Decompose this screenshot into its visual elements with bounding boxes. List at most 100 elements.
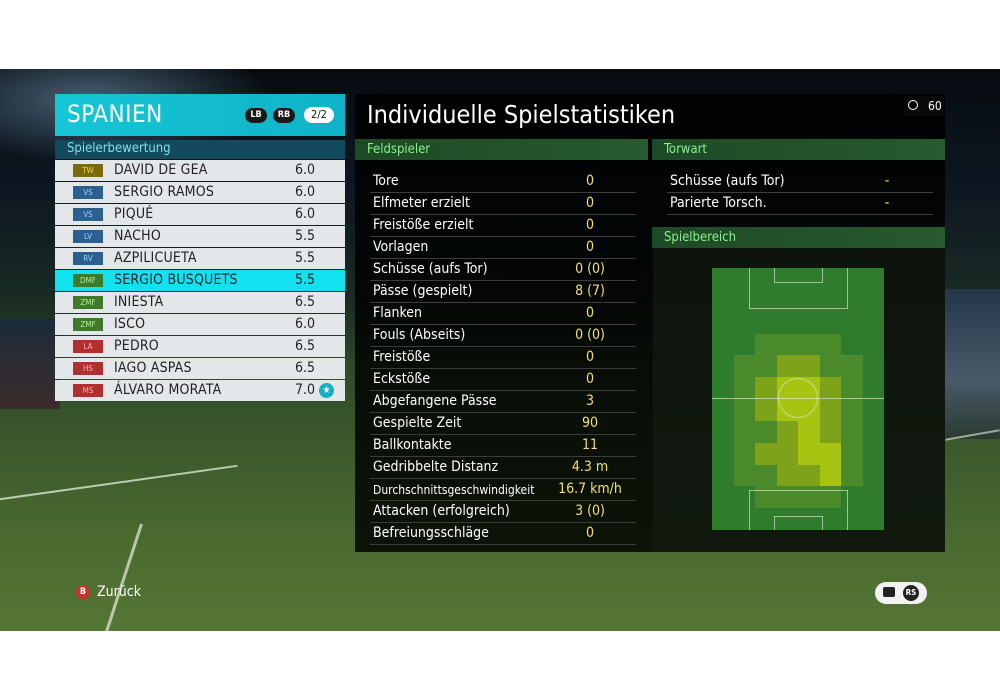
player-row[interactable]: VS PIQUÉ 6.0 — [55, 204, 345, 225]
page-indicator: 2/2 — [304, 107, 334, 123]
player-name: NACHO — [114, 228, 161, 244]
rb-button[interactable]: RB — [273, 108, 295, 123]
heatmap-cell — [798, 268, 820, 291]
team-header: SPANIEN LB RB 2/2 — [55, 94, 345, 136]
player-row[interactable]: ZMF ISCO 6.0 — [55, 314, 345, 335]
pitch-line — [0, 464, 238, 503]
stat-row: Attacken (erfolgreich) 3 (0) — [370, 501, 636, 523]
heatmap-cell — [755, 420, 777, 444]
rating-header: Spielerbewertung — [55, 140, 345, 159]
heatmap-cell — [819, 311, 842, 334]
chat-icon — [883, 587, 895, 597]
heatmap-cell — [862, 355, 884, 378]
stat-row: Gedribbelte Distanz 4.3 m — [370, 457, 636, 479]
clock-icon — [908, 100, 918, 110]
position-badge: DMF — [73, 274, 103, 287]
player-row[interactable]: LA PEDRO 6.5 — [55, 336, 345, 357]
heatmap-cell — [841, 464, 863, 487]
heatmap-cell — [819, 355, 842, 378]
stadium-stand-left — [0, 319, 60, 409]
player-name: IAGO ASPAS — [114, 360, 192, 376]
player-name: SERGIO BUSQUETS — [114, 272, 238, 288]
rating-header-label: Spielerbewertung — [67, 141, 171, 156]
heatmap-cell — [841, 486, 863, 509]
stat-label: Tore — [373, 173, 399, 189]
player-row[interactable]: RV AZPILICUETA 5.5 — [55, 248, 345, 269]
stat-row: Gespielte Zeit 90 — [370, 413, 636, 435]
pitch-marking — [847, 268, 848, 308]
heatmap-cell — [776, 355, 799, 378]
player-rating: 5.5 — [295, 250, 316, 266]
player-rating: 6.5 — [295, 338, 316, 354]
player-row[interactable]: ZMF INIESTA 6.5 — [55, 292, 345, 313]
pitch-marking — [749, 490, 848, 491]
heatmap-cell — [755, 289, 777, 313]
heatmap-cell — [755, 464, 777, 487]
player-rating: 5.5 — [295, 272, 316, 288]
position-badge: VS — [73, 208, 103, 221]
stat-row: Fouls (Abseits) 0 (0) — [370, 325, 636, 347]
stat-value: 0 (0) — [575, 261, 605, 277]
player-list: TW DAVID DE GEA 6.0 VS SERGIO RAMOS 6.0 VS PIQU… — [55, 160, 345, 402]
heatmap-cell — [733, 311, 756, 334]
heatmap-cell — [712, 311, 734, 334]
lb-button[interactable]: LB — [245, 108, 267, 123]
pitch-marking — [774, 516, 775, 530]
stat-label: Parierte Torsch. — [670, 195, 767, 211]
goalkeeper-stats-list: Schüsse (aufs Tor) - Parierte Torsch. - — [667, 171, 933, 215]
stat-value: 11 — [581, 437, 599, 453]
player-row[interactable]: LV NACHO 5.5 — [55, 226, 345, 247]
heatmap-cell — [862, 420, 884, 444]
stat-label: Freistöße erzielt — [373, 217, 474, 233]
heatmap-cell — [841, 420, 863, 444]
heatmap-cell — [776, 508, 799, 530]
player-row[interactable]: VS SERGIO RAMOS 6.0 — [55, 182, 345, 203]
heatmap-cell — [798, 355, 820, 378]
stat-value: 0 — [585, 173, 594, 189]
heatmap-cell — [819, 442, 842, 465]
stat-row: Flanken 0 — [370, 303, 636, 325]
heatmap-cell — [819, 508, 842, 530]
heatmap-cell — [755, 508, 777, 530]
heatmap-cell — [733, 442, 756, 465]
stadium-stand-right — [945, 289, 1000, 439]
stat-row: Vorlagen 0 — [370, 237, 636, 259]
b-button-icon: B — [76, 585, 90, 599]
heatmap-cell — [776, 420, 799, 444]
player-rating: 6.0 — [295, 316, 316, 332]
stat-value: 3 (0) — [575, 503, 605, 519]
heatmap-cell — [798, 420, 820, 444]
stat-value: 4.3 m — [571, 459, 609, 475]
stat-value: 3 — [585, 393, 594, 409]
heatmap-cell — [841, 333, 863, 356]
heatmap-cell — [712, 289, 734, 313]
heatmap-cell — [776, 311, 799, 334]
back-label: Zurück — [97, 584, 141, 600]
player-name: INIESTA — [114, 294, 164, 310]
heatmap-cell — [755, 311, 777, 334]
heatmap-cell — [862, 377, 884, 400]
stats-title: Individuelle Spielstatistiken — [367, 100, 676, 129]
player-row[interactable]: DMF SERGIO BUSQUETS 5.5 — [55, 270, 345, 291]
center-circle — [778, 378, 818, 418]
pitch-marking — [774, 282, 823, 283]
heatmap-cell — [712, 399, 734, 422]
heatmap-cell — [712, 464, 734, 487]
heatmap-cell — [798, 311, 820, 334]
heatmap-cell — [841, 508, 863, 530]
pitch-marking — [847, 490, 848, 530]
pitch-line — [102, 523, 143, 631]
star-icon: ★ — [319, 383, 334, 398]
player-row[interactable]: TW DAVID DE GEA 6.0 — [55, 160, 345, 181]
heatmap-cell — [798, 508, 820, 530]
stat-label: Durchschnittsgeschwindigkeit — [373, 483, 535, 497]
field-player-header: Feldspieler — [355, 139, 648, 160]
player-row[interactable]: HS IAGO ASPAS 6.5 — [55, 358, 345, 379]
chat-button[interactable]: RS — [875, 582, 927, 604]
team-name: SPANIEN — [67, 100, 163, 128]
heatmap-cell — [862, 464, 884, 487]
position-badge: LV — [73, 230, 103, 243]
heatmap-cell — [841, 399, 863, 422]
player-row[interactable]: MS ÁLVARO MORATA 7.0 ★ — [55, 380, 345, 401]
stat-value: 0 — [585, 349, 594, 365]
